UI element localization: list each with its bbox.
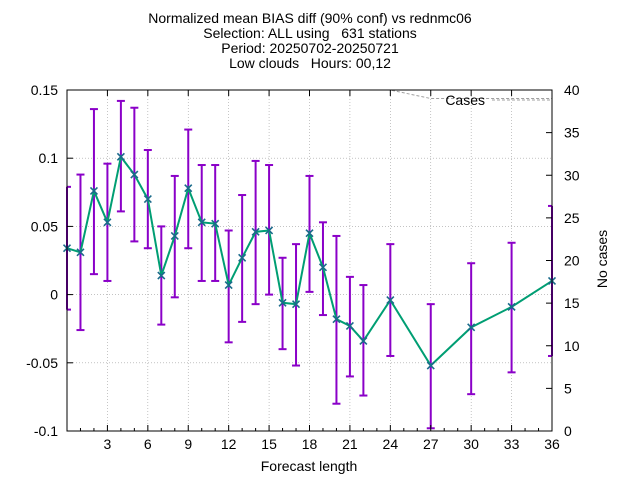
data-point [278,298,287,307]
data-point [116,152,125,161]
y2-tick-label: 20 [564,253,580,269]
x-tick-label: 21 [342,436,358,452]
x-tick-label: 33 [504,436,520,452]
data-point-stroke [76,248,85,257]
y2-tick-label: 5 [564,380,572,396]
y-tick-label: 0 [50,287,58,303]
x-tick-label: 24 [383,436,399,452]
x-tick-label: 27 [423,436,439,452]
data-point [184,184,193,193]
y2-tick-label: 40 [564,82,580,98]
data-point [318,263,328,272]
bias-line [66,154,553,368]
legend: Cases [445,92,551,108]
data-point-stroke [224,280,233,290]
data-point [170,231,179,241]
title-line-3: Period: 20250702-20250721 [221,40,399,56]
data-point-stroke [89,186,99,196]
data-point-stroke [345,321,354,331]
x-tick-label: 9 [184,436,192,452]
data-point-stroke [116,152,125,161]
data-point-stroke [157,271,166,280]
data-point [224,280,233,290]
y-tick-label: -0.05 [26,355,58,371]
data-point [291,300,301,309]
data-point [197,218,206,227]
data-point-stroke [467,323,476,332]
data-point-stroke [318,263,328,272]
y2-axis-label: No cases [594,230,610,288]
data-point [265,226,274,235]
x-tick-label: 18 [302,436,318,452]
data-point [103,218,112,227]
data-point-stroke [184,184,193,193]
data-point-stroke [507,302,516,311]
y2-tick-label: 10 [564,338,580,354]
x-tick-label: 3 [104,436,112,452]
legend-label-cases: Cases [445,92,485,108]
data-point [426,361,435,370]
data-point-stroke [332,315,341,324]
x-tick-label: 30 [463,436,479,452]
data-point-stroke [130,170,139,179]
y-tick-label: 0.1 [39,150,59,166]
title-line-1: Normalized mean BIAS diff (90% conf) vs … [148,10,472,26]
y2-tick-label: 0 [564,423,572,439]
x-axis-ticks: 3 6 9 12 15 18 21 24 27 30 33 36 [79,90,560,452]
data-point [467,323,476,332]
y-tick-label: -0.1 [34,423,58,439]
data-point-stroke [278,298,287,307]
data-point [359,336,368,346]
y2-tick-label: 15 [564,295,580,311]
x-tick-label: 6 [144,436,152,452]
data-point-stroke [103,218,112,227]
data-point [76,248,85,257]
title-line-2: Selection: ALL using 631 stations [203,25,417,41]
bias-series [66,154,553,368]
data-point [211,219,220,228]
data-point [332,315,341,324]
data-point-stroke [251,227,260,236]
data-point-stroke [426,361,435,370]
data-point-stroke [238,253,247,262]
data-point [89,186,99,196]
data-point-stroke [359,336,368,346]
data-point-stroke [386,295,395,305]
x-axis-label: Forecast length [261,458,358,474]
data-point-stroke [265,226,274,235]
bias-markers [62,152,557,370]
data-point-stroke [211,219,220,228]
data-point [345,321,354,331]
data-point [251,227,260,236]
data-point [143,195,152,204]
data-point [507,302,516,311]
data-point-stroke [305,229,314,238]
data-point-stroke [291,300,301,309]
y-axis-ticks: 0.15 0.1 0.05 0 -0.05 -0.1 [26,82,73,439]
data-point [238,253,247,262]
chart-title: Normalized mean BIAS diff (90% conf) vs … [0,11,620,71]
title-line-4: Low clouds Hours: 00,12 [229,55,391,71]
data-point-stroke [170,231,179,241]
data-point-stroke [197,218,206,227]
y2-tick-label: 35 [564,125,580,141]
y2-tick-label: 30 [564,167,580,183]
y2-tick-label: 25 [564,210,580,226]
data-point [305,229,314,238]
y2-axis-ticks: 40 35 30 25 20 15 10 5 0 [546,82,580,439]
data-point [386,295,395,305]
data-point [130,170,139,179]
x-tick-label: 36 [544,436,560,452]
x-tick-label: 15 [261,436,277,452]
y-tick-label: 0.15 [31,82,58,98]
x-tick-label: 12 [221,436,237,452]
y-tick-label: 0.05 [31,218,58,234]
data-point [157,271,166,280]
data-point-stroke [143,195,152,204]
